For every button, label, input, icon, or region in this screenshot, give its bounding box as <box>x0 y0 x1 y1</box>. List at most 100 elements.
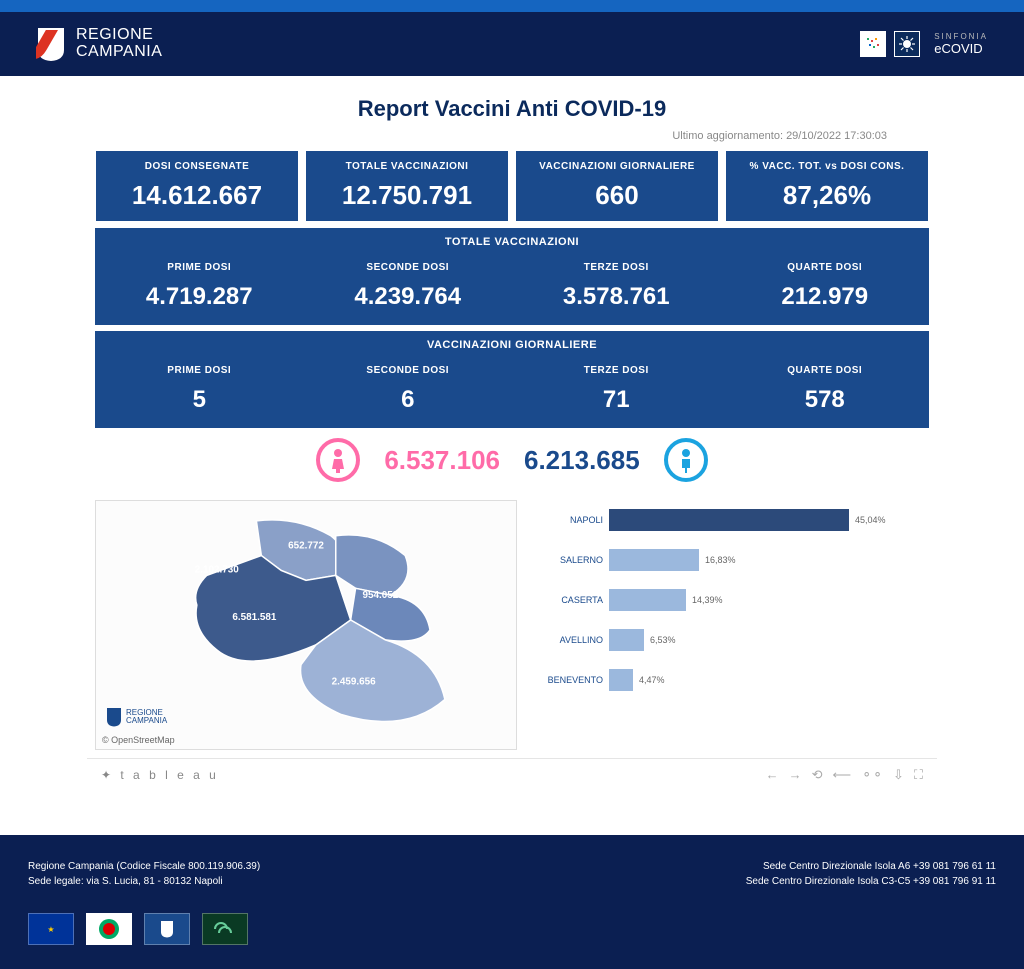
virus-icon <box>894 31 920 57</box>
redo-icon[interactable]: → <box>789 767 802 783</box>
bar-label: CASERTA <box>529 595 609 605</box>
dose-label: TERZE DOSI <box>512 262 721 273</box>
card-label: DOSI CONSEGNATE <box>102 161 292 172</box>
share-icon[interactable]: ⚬⚬ <box>861 767 883 783</box>
dose-cell: TERZE DOSI 3.578.761 <box>512 256 721 325</box>
dose-label: TERZE DOSI <box>512 365 721 376</box>
regione-logo-icon <box>144 913 190 945</box>
bar-label: NAPOLI <box>529 515 609 525</box>
bar-value: 45,04% <box>855 515 886 525</box>
ecovid-label: SINFONIA eCOVID <box>934 32 988 56</box>
card-value: 12.750.791 <box>312 180 502 211</box>
footer-logos: ★ <box>28 913 996 945</box>
stat-card: VACCINAZIONI GIORNALIERE 660 <box>515 150 719 222</box>
card-value: 87,26% <box>732 180 922 211</box>
main-content: Report Vaccini Anti COVID-19 Ultimo aggi… <box>87 76 937 811</box>
card-label: % VACC. TOT. vs DOSI CONS. <box>732 161 922 172</box>
bar-label: SALERNO <box>529 555 609 565</box>
top-cards-row: DOSI CONSEGNATE 14.612.667 TOTALE VACCINAZ… <box>87 150 937 222</box>
giornaliere-card: VACCINAZIONI GIORNALIERE PRIME DOSI5SECO… <box>95 331 929 428</box>
sinfonia-label: SINFONIA <box>934 32 988 41</box>
bar-value: 16,83% <box>705 555 736 565</box>
stat-card: DOSI CONSEGNATE 14.612.667 <box>95 150 299 222</box>
footer-left-l2: Sede legale: via S. Lucia, 81 - 80132 Na… <box>28 874 260 889</box>
dose-value: 5 <box>95 386 304 414</box>
logo-regione[interactable]: REGIONE CAMPANIA <box>36 26 162 62</box>
card-value: 660 <box>522 180 712 211</box>
female-value: 6.537.106 <box>384 445 500 476</box>
totali-card: TOTALE VACCINAZIONI PRIME DOSI 4.719.287S… <box>95 228 929 325</box>
shield-icon <box>36 26 66 62</box>
gender-row: 6.537.106 6.213.685 <box>87 438 937 482</box>
dose-cell: SECONDE DOSI4.239.764 <box>304 256 513 325</box>
dots-icon <box>860 31 886 57</box>
card-label: VACCINAZIONI GIORNALIERE <box>522 161 712 172</box>
totali-items: PRIME DOSI 4.719.287SECONDE DOSI4.239.764… <box>95 256 929 325</box>
stat-card: TOTALE VACCINAZIONI 12.750.791 <box>305 150 509 222</box>
giornaliere-header: VACCINAZIONI GIORNALIERE <box>95 331 929 359</box>
tableau-toolbar: ✦ t a b l e a u ← → ⟲ ⟵ ⚬⚬ ⇩ ⛶ <box>87 758 937 791</box>
dose-value: 3.578.761 <box>512 283 721 311</box>
bar-row[interactable]: BENEVENTO 4,47% <box>529 668 929 692</box>
dose-cell: SECONDE DOSI 6 <box>304 359 513 428</box>
bar-label: BENEVENTO <box>529 675 609 685</box>
map-region-value: 6.581.581 <box>232 612 277 623</box>
org-line1: REGIONE <box>76 27 162 44</box>
undo-icon[interactable]: ← <box>766 767 779 783</box>
partner-logo-icon <box>202 913 248 945</box>
footer-left-l1: Regione Campania (Codice Fiscale 800.119… <box>28 859 260 874</box>
dose-cell: TERZE DOSI 71 <box>512 359 721 428</box>
dose-value: 212.979 <box>721 283 930 311</box>
bar-row[interactable]: NAPOLI 45,04% <box>529 508 929 532</box>
dose-value: 71 <box>512 386 721 414</box>
map-logo-l2: CAMPANIA <box>126 717 167 725</box>
dose-cell: QUARTE DOSI578 <box>721 359 930 428</box>
eu-flag-icon: ★ <box>28 913 74 945</box>
top-band <box>0 0 1024 12</box>
dose-label: PRIME DOSI <box>95 262 304 273</box>
map-region-value: 2.459.656 <box>332 677 377 688</box>
giornaliere-items: PRIME DOSI5SECONDE DOSI 6 TERZE DOSI 71QUAR… <box>95 359 929 428</box>
bar-fill <box>609 629 644 651</box>
footer-right: Sede Centro Direzionale Isola A6 +39 081… <box>746 859 996 889</box>
bar-row[interactable]: AVELLINO 6,53% <box>529 628 929 652</box>
download-icon[interactable]: ⇩ <box>893 767 904 783</box>
footer-right-l1: Sede Centro Direzionale Isola A6 +39 081… <box>746 859 996 874</box>
map-panel[interactable]: 652.7722.102.730954.0526.581.5812.459.65… <box>95 500 517 750</box>
dose-label: QUARTE DOSI <box>721 365 930 376</box>
logo-ecovid: SINFONIA eCOVID <box>860 31 988 57</box>
tableau-logo: ✦ t a b l e a u <box>101 768 219 782</box>
dose-value: 6 <box>304 386 513 414</box>
revert-icon[interactable]: ⟲ <box>812 767 823 783</box>
dose-label: SECONDE DOSI <box>304 365 513 376</box>
bar-fill <box>609 509 849 531</box>
bar-row[interactable]: CASERTA14,39% <box>529 588 929 612</box>
bar-label: AVELLINO <box>529 635 609 645</box>
refresh-icon[interactable]: ⟵ <box>833 767 852 783</box>
map-attribution: © OpenStreetMap <box>102 735 175 745</box>
bar-fill <box>609 549 699 571</box>
bar-fill <box>609 669 633 691</box>
stat-card: % VACC. TOT. vs DOSI CONS. 87,26% <box>725 150 929 222</box>
dose-cell: PRIME DOSI 4.719.287 <box>95 256 304 325</box>
header: REGIONE CAMPANIA SINFONIA eCOVID <box>0 12 1024 76</box>
bar-row[interactable]: SALERNO 16,83% <box>529 548 929 572</box>
dose-value: 4.719.287 <box>95 283 304 311</box>
charts-row: 652.7722.102.730954.0526.581.5812.459.65… <box>87 500 937 750</box>
card-value: 14.612.667 <box>102 180 292 211</box>
dose-cell: PRIME DOSI5 <box>95 359 304 428</box>
it-emblem-icon <box>86 913 132 945</box>
footer-left: Regione Campania (Codice Fiscale 800.119… <box>28 859 260 889</box>
map-region-benevento[interactable] <box>336 535 408 595</box>
map-region-value: 2.102.730 <box>195 564 240 575</box>
org-line2: CAMPANIA <box>76 44 162 61</box>
card-label: TOTALE VACCINAZIONI <box>312 161 502 172</box>
bar-value: 4,47% <box>639 675 665 685</box>
bar-value: 6,53% <box>650 635 676 645</box>
map-region-value: 954.052 <box>362 590 398 601</box>
page-title: Report Vaccini Anti COVID-19 <box>87 96 937 122</box>
tableau-controls: ← → ⟲ ⟵ ⚬⚬ ⇩ ⛶ <box>766 767 923 783</box>
dose-value: 4.239.764 <box>304 283 513 311</box>
totali-header: TOTALE VACCINAZIONI <box>95 228 929 256</box>
fullscreen-icon[interactable]: ⛶ <box>914 767 923 783</box>
